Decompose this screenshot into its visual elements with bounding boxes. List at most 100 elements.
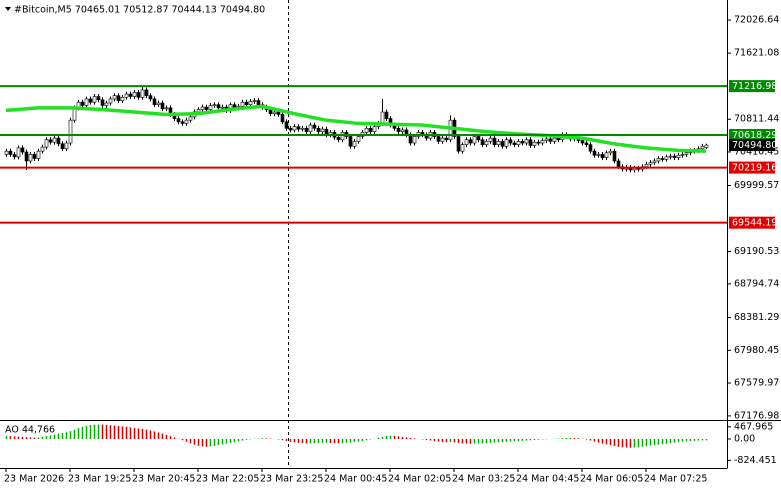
candle-body <box>100 99 105 106</box>
indicator-label: AO 44,766 <box>5 425 55 436</box>
candle-body <box>120 97 125 101</box>
candle-body <box>336 137 341 141</box>
candle-body <box>220 106 225 109</box>
last-price-label: 70494.80 <box>732 140 777 151</box>
level-label: 70618.29 <box>732 130 777 141</box>
candle-body <box>284 121 289 129</box>
ao-tick-label: 0.00 <box>734 433 755 444</box>
candle-body <box>104 102 109 106</box>
candle-body <box>108 98 113 104</box>
x-tick-label: 24 Mar 03:25 <box>452 474 515 485</box>
x-tick-label: 23 Mar 22:05 <box>196 474 259 485</box>
candle-body <box>296 126 301 130</box>
candle-body <box>280 114 285 123</box>
candle-body <box>524 139 529 144</box>
candle-body <box>484 141 489 145</box>
candle-body <box>160 102 165 110</box>
level-label: 70219.16 <box>732 163 777 174</box>
candle-body <box>320 128 325 132</box>
candle-body <box>52 137 57 143</box>
candle-body <box>308 124 313 132</box>
candle-body <box>648 162 653 165</box>
candle-body <box>96 96 101 101</box>
candle-body <box>312 124 317 129</box>
candle-body <box>680 154 685 156</box>
candle-body <box>600 154 605 159</box>
candle-body <box>580 140 585 144</box>
y-tick-label: 67579.97 <box>734 378 779 389</box>
candle-body <box>184 119 189 124</box>
candle-body <box>476 136 481 141</box>
candle-body <box>252 100 257 102</box>
candle-body <box>136 92 141 98</box>
candle-body <box>592 150 597 156</box>
candle-body <box>472 136 477 144</box>
candle-body <box>444 137 449 141</box>
candle-body <box>544 138 549 141</box>
candle-body <box>8 150 13 155</box>
candle-body <box>156 102 161 105</box>
y-tick-label: 69190.53 <box>734 246 779 257</box>
candle-body <box>24 151 29 162</box>
x-tick-label: 24 Mar 02:05 <box>388 474 451 485</box>
level-tag <box>729 161 775 174</box>
candle-body <box>32 154 37 159</box>
candle-body <box>44 139 49 148</box>
level-tag <box>729 80 775 93</box>
candle-body <box>656 158 661 162</box>
candle-body <box>148 95 153 100</box>
candle-body <box>676 154 681 159</box>
candle-body <box>588 144 593 152</box>
candle-body <box>40 146 45 152</box>
candle-body <box>84 98 89 106</box>
candle-body <box>204 106 209 110</box>
candle-body <box>616 160 621 167</box>
candle-body <box>276 111 281 115</box>
y-tick-label: 70811.44 <box>734 114 779 125</box>
candle-body <box>520 141 525 144</box>
level-label: 71216.98 <box>732 81 777 92</box>
candle-body <box>164 107 169 110</box>
candle-body <box>448 119 453 141</box>
y-tick-label: 68381.29 <box>734 312 779 323</box>
candle-body <box>612 150 617 162</box>
y-tick-label: 72026.64 <box>734 15 779 26</box>
candle-body <box>496 141 501 145</box>
candle-body <box>180 121 185 124</box>
candle-body <box>4 150 9 155</box>
candle-body <box>396 128 401 132</box>
candle-body <box>68 119 73 144</box>
candle-body <box>188 116 193 121</box>
candle-body <box>464 139 469 145</box>
candle-body <box>340 132 345 141</box>
candle-body <box>176 118 181 123</box>
moving-average <box>5 104 707 153</box>
candle-body <box>456 136 461 152</box>
candle-body <box>408 134 413 144</box>
candle-body <box>440 137 445 142</box>
level-tag <box>729 216 775 229</box>
candle-body <box>16 147 21 158</box>
candle-body <box>584 142 589 145</box>
y-tick-label: 70410.45 <box>734 146 779 157</box>
candle-body <box>140 89 145 98</box>
x-tick-label: 24 Mar 04:45 <box>516 474 579 485</box>
candle-body <box>704 144 709 148</box>
candle-body <box>480 139 485 145</box>
x-tick-label: 23 Mar 20:45 <box>132 474 195 485</box>
candle-body <box>608 150 613 154</box>
candle-body <box>552 137 557 142</box>
candle-body <box>436 136 441 142</box>
candle-body <box>604 152 609 159</box>
candle-body <box>88 98 93 103</box>
candle-body <box>384 111 389 119</box>
candle-body <box>256 100 261 105</box>
menu-icon[interactable] <box>5 7 11 11</box>
candle-body <box>516 141 521 145</box>
candle-body <box>500 141 505 147</box>
candle-body <box>488 137 493 142</box>
candle-body <box>536 141 541 144</box>
candle-body <box>80 101 85 106</box>
